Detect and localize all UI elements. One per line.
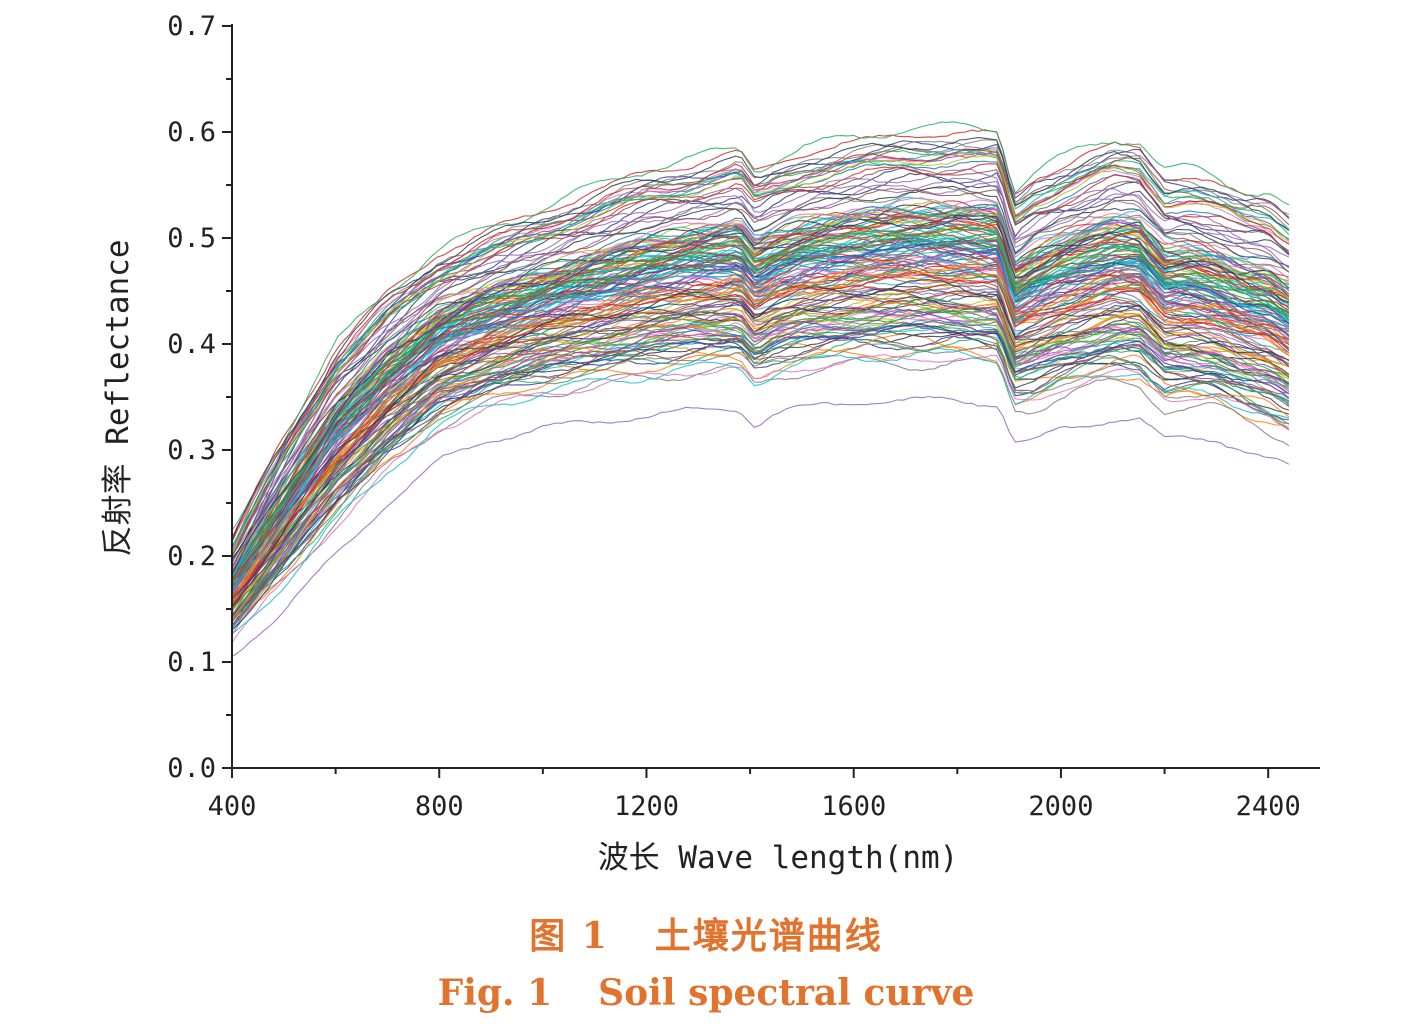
spectral-curve xyxy=(231,214,1290,574)
y-tick-label: 0.3 xyxy=(167,435,216,466)
spectral-curve xyxy=(231,343,1290,631)
spectral-curve xyxy=(231,272,1290,598)
x-tick-label: 1200 xyxy=(614,791,679,822)
x-tick-label: 1600 xyxy=(821,791,886,822)
spectral-curve xyxy=(231,168,1290,550)
spectral-curve xyxy=(231,255,1290,594)
spectral-curve xyxy=(231,321,1290,623)
spectral-curve xyxy=(231,231,1290,582)
figure-caption-chinese: 图 1 土壤光谱曲线 xyxy=(0,907,1412,959)
spectral-curve xyxy=(231,323,1290,631)
spectral-curve xyxy=(231,245,1290,591)
spectral-curve xyxy=(231,308,1290,615)
caption-en-figure-number: Fig. 1 xyxy=(437,972,553,1014)
spectral-curve xyxy=(231,278,1290,600)
y-tick-label: 0.0 xyxy=(167,753,216,784)
spectral-curve xyxy=(231,185,1290,559)
spectral-curve xyxy=(231,163,1290,558)
spectral-curve xyxy=(231,264,1290,597)
spectral-curve xyxy=(231,204,1290,578)
spectral-curve xyxy=(231,395,1290,657)
spectral-curve xyxy=(231,248,1289,591)
spectral-curve xyxy=(231,353,1290,643)
spectral-curve xyxy=(231,172,1290,561)
y-tick-label: 0.7 xyxy=(167,11,216,42)
spectral-curve xyxy=(231,207,1290,575)
spectral-curve xyxy=(231,302,1290,621)
y-tick-label: 0.1 xyxy=(167,647,216,678)
spectral-curve xyxy=(231,297,1290,609)
spectral-curve xyxy=(231,149,1290,542)
spectral-curve xyxy=(231,236,1289,583)
spectral-curve xyxy=(231,240,1290,593)
spectral-curve xyxy=(231,309,1290,626)
spectral-curve xyxy=(231,337,1290,629)
y-tick-label: 0.5 xyxy=(167,223,216,254)
spectral-curve xyxy=(231,155,1290,555)
caption-cn-figure-number: 图 1 xyxy=(529,915,609,957)
x-tick-label: 800 xyxy=(415,791,464,822)
spectral-curve xyxy=(231,263,1290,602)
spectral-curve xyxy=(231,310,1290,615)
spectral-curve xyxy=(231,300,1290,616)
spectral-curve xyxy=(231,290,1290,605)
spectral-curve xyxy=(231,273,1290,606)
spectral-curve xyxy=(231,232,1290,594)
spectral-curve xyxy=(231,234,1290,585)
spectral-curve xyxy=(231,152,1290,543)
caption-en-title: Soil spectral curve xyxy=(598,972,975,1014)
y-axis-title: 反射率 Reflectance xyxy=(100,240,136,557)
spectral-curve xyxy=(231,245,1290,581)
spectral-curve xyxy=(231,335,1289,621)
spectral-curve xyxy=(231,296,1290,618)
spectral-chart: 0.0 0.1 0.2 0.3 0.4 0.5 0.6 0.7 400 800 1200 1600 20… xyxy=(100,11,1320,876)
spectral-curve xyxy=(231,323,1290,629)
spectral-curve xyxy=(231,237,1290,587)
spectral-curve xyxy=(231,304,1289,606)
spectral-curve xyxy=(231,203,1290,570)
spectral-curve xyxy=(231,309,1290,620)
x-axis-title: 波长 Wave length(nm) xyxy=(598,840,959,876)
spectral-curve xyxy=(231,251,1290,591)
chart-axes: 0.0 0.1 0.2 0.3 0.4 0.5 0.6 0.7 400 800 1200 1600 20… xyxy=(167,11,1320,822)
spectral-curve xyxy=(231,177,1290,554)
caption-cn-title: 土壤光谱曲线 xyxy=(654,915,883,957)
x-tick-label: 400 xyxy=(208,791,257,822)
spectral-curve xyxy=(231,300,1290,606)
spectral-curve xyxy=(231,240,1290,595)
spectral-curve xyxy=(231,321,1290,619)
spectral-curve xyxy=(231,121,1290,531)
spectral-curves xyxy=(231,121,1290,657)
spectral-curve xyxy=(231,137,1290,541)
spectral-curve xyxy=(231,347,1290,635)
x-tick-label: 2000 xyxy=(1028,791,1093,822)
spectral-curve xyxy=(231,257,1290,602)
spectral-curve xyxy=(231,279,1290,605)
y-tick-label: 0.2 xyxy=(167,541,216,572)
x-tick-label: 2400 xyxy=(1236,791,1301,822)
y-tick-label: 0.6 xyxy=(167,117,216,148)
spectral-curve xyxy=(231,228,1290,577)
y-tick-label: 0.4 xyxy=(167,329,216,360)
spectral-curve xyxy=(231,284,1290,600)
spectral-curve xyxy=(231,204,1290,579)
figure-caption-english: Fig. 1 Soil spectral curve xyxy=(0,972,1412,1014)
spectral-curve xyxy=(231,200,1290,570)
spectral-curve xyxy=(231,197,1290,569)
spectral-curve xyxy=(231,187,1290,569)
